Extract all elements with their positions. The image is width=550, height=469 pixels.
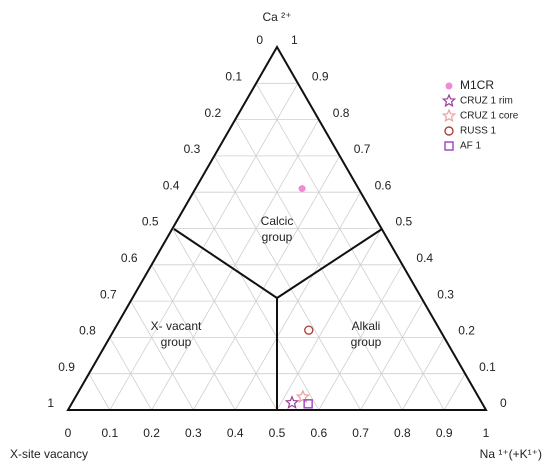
region-label: group <box>262 230 293 244</box>
right-tick-label: 1 <box>291 33 298 47</box>
top-axis-label: Ca ²⁺ <box>262 10 291 24</box>
bottom-tick-label: 0.7 <box>352 426 369 440</box>
right-tick-label: 0.1 <box>479 360 496 374</box>
left-tick-label: 0.7 <box>100 287 117 301</box>
data-point <box>295 389 311 404</box>
bottom-tick-label: 0.3 <box>185 426 202 440</box>
left-tick-label: 0 <box>256 33 263 47</box>
legend-marker <box>444 126 454 136</box>
bottom-tick-label: 0.8 <box>394 426 411 440</box>
bottom-tick-label: 1 <box>483 426 490 440</box>
left-tick-label: 0.1 <box>225 69 242 83</box>
right-tick-label: 0.6 <box>375 178 392 192</box>
data-point <box>298 185 306 193</box>
bottom-tick-label: 0.2 <box>143 426 160 440</box>
left-tick-label: 0.3 <box>184 142 201 156</box>
legend-label: RUSS 1 <box>460 126 497 137</box>
left-axis-label: X-site vacancy <box>10 447 88 461</box>
grid-line <box>360 300 424 411</box>
grid-line <box>88 373 111 411</box>
legend-label: CRUZ 1 core <box>460 111 519 122</box>
bottom-tick-label: 0 <box>65 426 72 440</box>
region-label: X- vacant <box>151 319 202 333</box>
data-point <box>304 325 314 335</box>
right-axis-label: Na ¹⁺(+K¹⁺) <box>480 447 542 461</box>
legend-label: CRUZ 1 rim <box>460 96 513 107</box>
data-point <box>284 395 300 409</box>
bottom-tick-label: 0.4 <box>227 426 244 440</box>
region-label: group <box>161 335 192 349</box>
right-tick-label: 0 <box>500 396 507 410</box>
grid-line <box>443 373 466 411</box>
bottom-tick-label: 0.1 <box>101 426 118 440</box>
legend-marker <box>441 108 457 123</box>
left-tick-label: 1 <box>47 396 54 410</box>
bottom-tick-label: 0.6 <box>310 426 327 440</box>
legend-marker <box>445 82 453 90</box>
bottom-tick-label: 0.5 <box>269 426 286 440</box>
data-point <box>303 399 313 409</box>
grid-line <box>193 155 341 411</box>
legend-label: AF 1 <box>460 141 482 152</box>
region-label: Alkali <box>352 319 381 333</box>
grid-line <box>109 83 299 411</box>
right-tick-label: 0.8 <box>333 106 350 120</box>
legend-marker <box>444 141 454 151</box>
grid-line <box>130 300 194 411</box>
right-tick-label: 0.5 <box>396 215 413 229</box>
grid-line <box>255 83 445 411</box>
right-tick-label: 0.7 <box>354 142 371 156</box>
right-tick-label: 0.9 <box>312 69 329 83</box>
left-tick-label: 0.9 <box>58 360 75 374</box>
grid-line <box>213 155 361 411</box>
bottom-tick-label: 0.9 <box>436 426 453 440</box>
left-tick-label: 0.2 <box>205 106 222 120</box>
right-tick-label: 0.2 <box>458 324 475 338</box>
left-tick-label: 0.4 <box>163 178 180 192</box>
legend-marker <box>441 93 457 108</box>
legend-label: M1CR <box>460 78 494 92</box>
region-label: Calcic <box>261 214 294 228</box>
right-tick-label: 0.4 <box>416 251 433 265</box>
left-tick-label: 0.6 <box>121 251 138 265</box>
grid-line <box>276 228 382 411</box>
grid-line <box>172 228 278 411</box>
region-label: group <box>351 335 382 349</box>
left-tick-label: 0.5 <box>142 215 159 229</box>
right-tick-label: 0.3 <box>437 287 454 301</box>
left-tick-label: 0.8 <box>79 324 96 338</box>
